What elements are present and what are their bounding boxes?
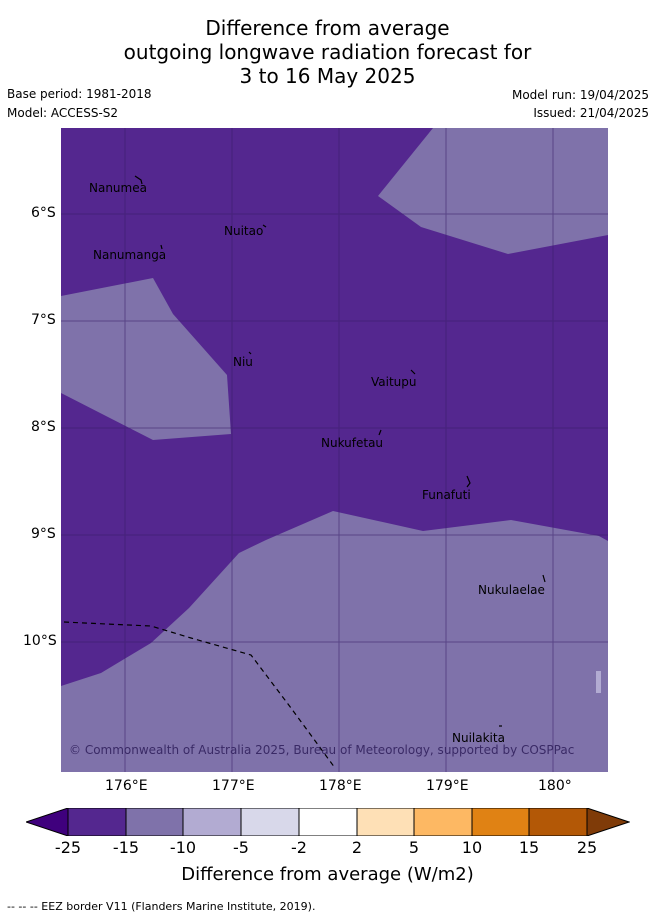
map-title: Difference from average outgoing longwav… <box>0 16 655 88</box>
place-label-nanumanga: Nanumanga <box>93 248 166 262</box>
island-speck <box>596 671 601 693</box>
place-label-nuitao: Nuitao <box>224 224 263 238</box>
region-north-east-light <box>378 128 608 254</box>
colorbar-bin-neg25 <box>67 808 127 836</box>
colorbar-label: 10 <box>461 838 483 857</box>
colorbar-label: 25 <box>576 838 598 857</box>
place-label-nukufetau: Nukufetau <box>321 436 383 450</box>
place-label-vaitupu: Vaitupu <box>371 375 417 389</box>
colorbar-label: 5 <box>408 838 420 857</box>
colorbar-label: 15 <box>518 838 540 857</box>
place-label-nanumea: Nanumea <box>89 181 147 195</box>
colorbar-label: -25 <box>54 838 82 857</box>
model-run: Model run: 19/04/2025 <box>511 88 649 102</box>
region-west-light <box>61 278 231 440</box>
colorbar-min-arrow <box>26 808 69 836</box>
title-line-2: outgoing longwave radiation forecast for <box>123 40 532 64</box>
place-label-niu: Niu <box>233 355 253 369</box>
colorbar-label: -15 <box>112 838 140 857</box>
forecast-map: Nanumea Nuitao Nanumanga Niu Vaitupu Nuk… <box>61 128 608 772</box>
colorbar-label: -10 <box>169 838 197 857</box>
colorbar-label: -2 <box>291 838 307 857</box>
lon-tick-178e: 178°E <box>319 778 362 794</box>
model-name: Model: ACCESS-S2 <box>7 106 119 120</box>
colorbar-bin-neg5 <box>240 808 300 836</box>
lon-tick-176e: 176°E <box>105 778 148 794</box>
colorbar <box>26 808 630 836</box>
colorbar-bin-neg2 <box>298 808 358 836</box>
place-label-nukulaelae: Nukulaelae <box>478 583 545 597</box>
issued-date: Issued: 21/04/2025 <box>533 106 649 120</box>
colorbar-bin-10 <box>471 808 530 836</box>
lat-tick-10s: 10°S <box>23 633 57 649</box>
lat-tick-8s: 8°S <box>31 419 56 435</box>
place-label-funafuti: Funafuti <box>422 488 471 502</box>
colorbar-title: Difference from average (W/m2) <box>181 864 474 885</box>
island-marks <box>134 175 546 727</box>
graticule <box>61 128 608 772</box>
title-line-3: 3 to 16 May 2025 <box>239 64 416 88</box>
colorbar-label: 2 <box>351 838 363 857</box>
lon-tick-180: 180° <box>538 778 572 794</box>
colorbar-label: -5 <box>233 838 249 857</box>
copyright-notice: © Commonwealth of Australia 2025, Bureau… <box>69 743 574 757</box>
colorbar-bin-neg15 <box>125 808 184 836</box>
colorbar-max-arrow <box>586 808 630 836</box>
eez-legend-note: -- -- -- EEZ border V11 (Flanders Marine… <box>7 900 316 913</box>
lon-tick-179e: 179°E <box>426 778 469 794</box>
colorbar-bin-neg10 <box>182 808 242 836</box>
lat-tick-6s: 6°S <box>31 205 56 221</box>
lat-tick-7s: 7°S <box>31 312 56 328</box>
eez-border <box>63 621 336 769</box>
lon-tick-177e: 177°E <box>212 778 255 794</box>
base-period: Base period: 1981-2018 <box>7 87 152 101</box>
place-label-nuilakita: Nuilakita <box>452 731 505 745</box>
colorbar-bin-15 <box>528 808 588 836</box>
colorbar-bin-5 <box>413 808 473 836</box>
lat-tick-9s: 9°S <box>31 526 56 542</box>
colorbar-bin-2 <box>356 808 415 836</box>
title-line-1: Difference from average <box>205 16 450 40</box>
